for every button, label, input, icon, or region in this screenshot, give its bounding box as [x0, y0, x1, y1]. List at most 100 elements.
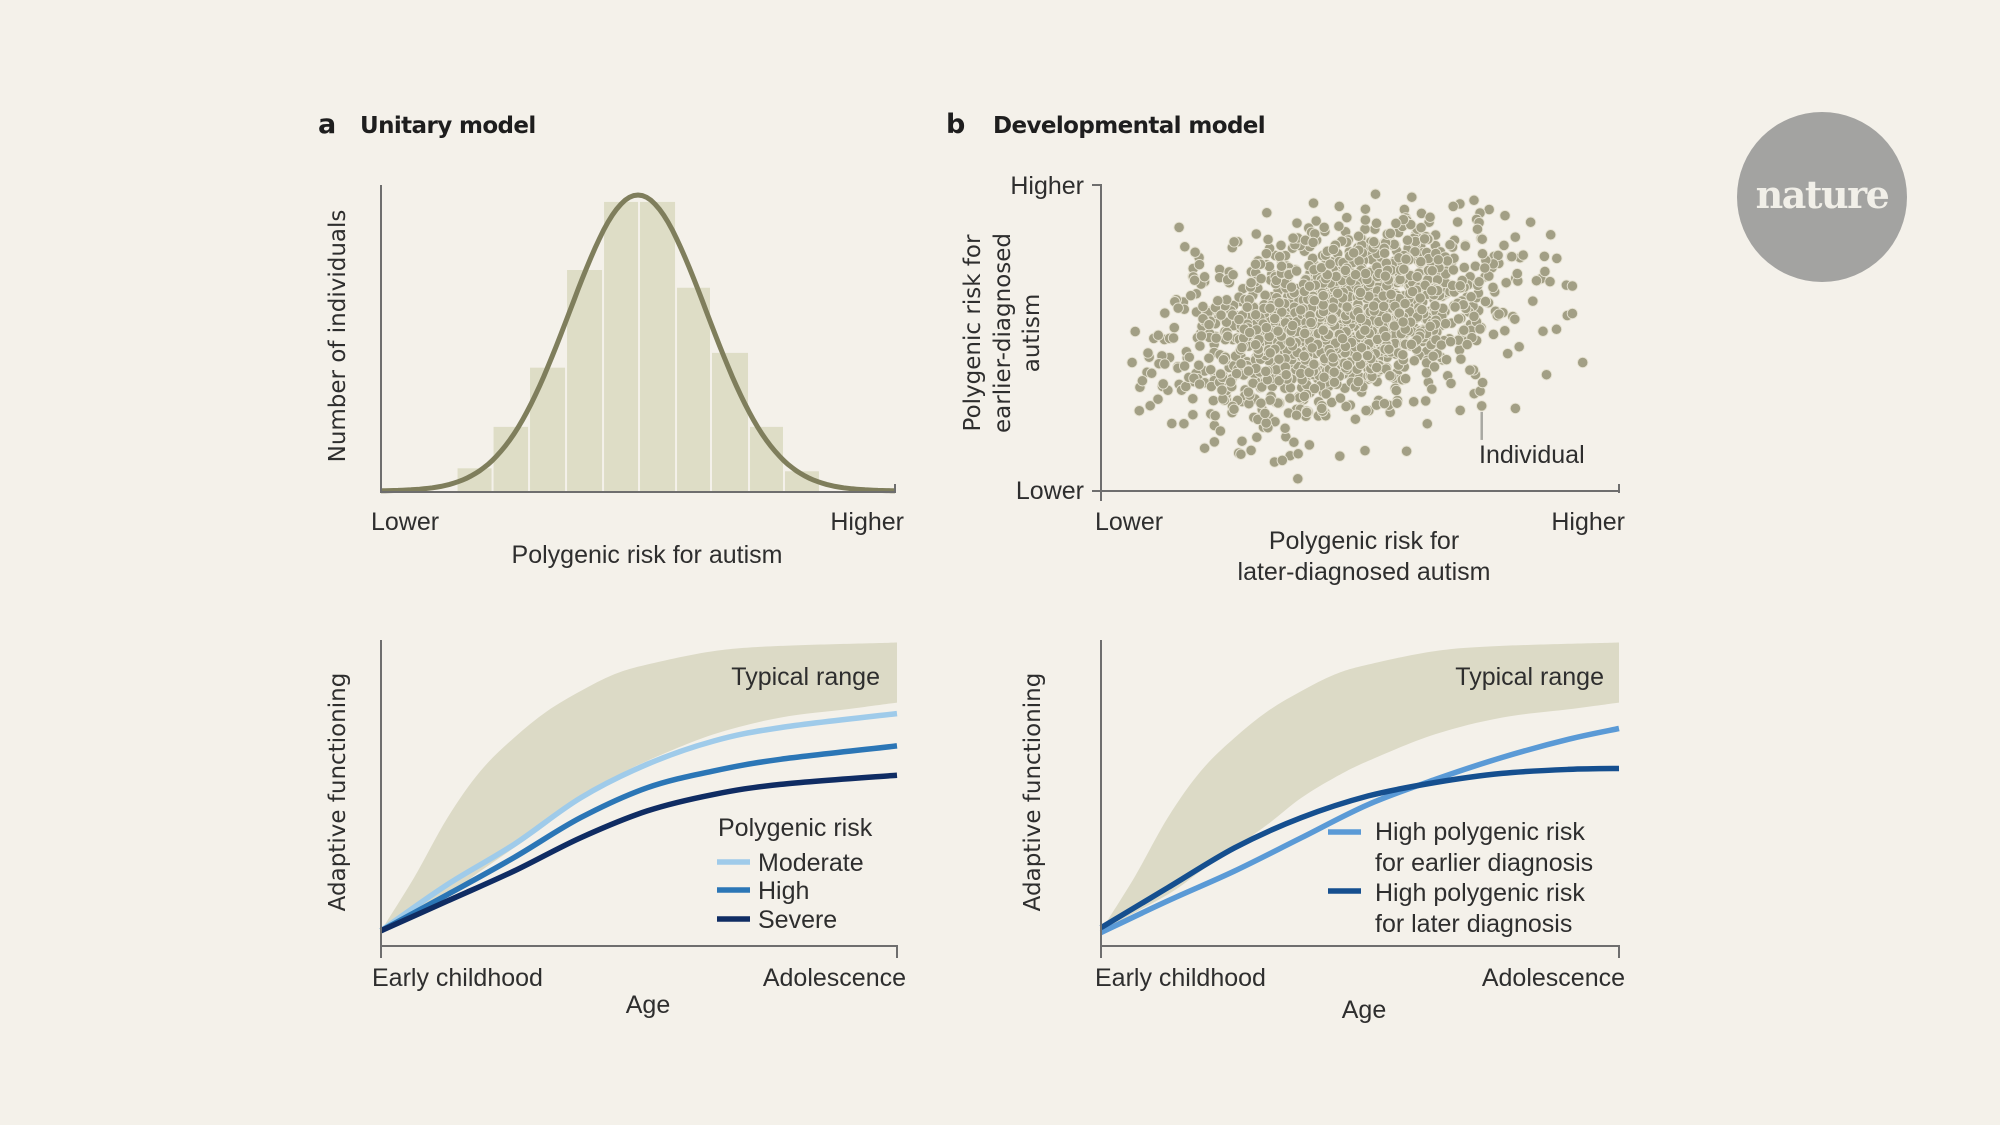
trajectory-b-x-tick-adolescence: Adolescence	[1482, 964, 1625, 992]
scatter-point	[1187, 409, 1199, 421]
scatter-point	[1498, 239, 1510, 252]
scatter-point	[1291, 217, 1303, 229]
scatter-point	[1455, 353, 1467, 365]
scatter-point	[1397, 349, 1409, 361]
scatter-point	[1209, 410, 1221, 422]
series-line-moderate	[379, 710, 898, 934]
scatter-point	[1332, 287, 1344, 299]
panel-a-title: Unitary model	[360, 113, 536, 139]
scatter-point	[1361, 349, 1374, 362]
scatter-point	[1189, 246, 1201, 258]
scatter-point	[1511, 267, 1523, 280]
scatter-point	[1428, 361, 1441, 373]
scatter-point	[1500, 277, 1512, 289]
scatter-point	[1461, 338, 1473, 351]
series-line-high-polygenic-risk-for-later-diagnosis	[1099, 765, 1620, 931]
scatter-y-label-line2: earlier-diagnosed	[990, 233, 1016, 433]
scatter-x-tick-label-lower: Lower	[1095, 508, 1163, 536]
scatter-point	[1371, 361, 1383, 374]
scatter-point	[1378, 247, 1391, 259]
histogram-bar	[604, 201, 639, 493]
scatter-point	[1336, 332, 1349, 345]
scatter-point	[1230, 367, 1243, 380]
scatter-point	[1299, 327, 1311, 340]
trajectory-a-x-tick-adolescence: Adolescence	[763, 964, 906, 992]
scatter-y-tick-label-lower: Lower	[1016, 477, 1084, 505]
scatter-point	[1308, 294, 1320, 307]
scatter-point	[1228, 236, 1240, 248]
trajectory-b-x-label: Age	[1342, 996, 1386, 1024]
scatter-point	[1249, 339, 1262, 351]
scatter-point	[1487, 281, 1499, 294]
scatter-point	[1250, 228, 1262, 240]
scatter-point	[1273, 353, 1285, 365]
scatter-point	[1440, 353, 1453, 366]
legend-label: for later diagnosis	[1375, 910, 1572, 938]
scatter-point	[1348, 247, 1360, 259]
scatter-point	[1284, 392, 1296, 404]
panel-a-letter: a	[318, 109, 336, 140]
scatter-point	[1566, 307, 1579, 320]
scatter-point	[1273, 297, 1285, 309]
scatter-point	[1426, 285, 1438, 297]
scatter-point	[1538, 250, 1551, 263]
scatter-point	[1424, 320, 1436, 333]
scatter-point	[1159, 307, 1171, 319]
scatter-point	[1464, 364, 1476, 376]
scatter-point	[1298, 350, 1310, 362]
legend-label: for earlier diagnosis	[1375, 849, 1593, 877]
scatter-point	[1242, 386, 1255, 398]
scatter-point	[1566, 280, 1579, 292]
scatter-point	[1471, 223, 1484, 235]
scatter-point	[1236, 435, 1248, 447]
scatter-point	[1539, 265, 1551, 278]
scatter-point	[1359, 324, 1371, 336]
scatter-point	[1370, 217, 1383, 229]
scatter-point	[1203, 352, 1215, 364]
histogram-bar	[457, 468, 492, 492]
series-line-high	[379, 743, 898, 934]
scatter-point	[1414, 292, 1426, 304]
scatter-point	[1352, 375, 1364, 388]
scatter-point	[1233, 313, 1245, 326]
scatter-point	[1408, 396, 1420, 408]
scatter-point	[1502, 347, 1514, 360]
scatter-point	[1359, 444, 1371, 457]
scatter-point	[1241, 301, 1253, 313]
scatter-point	[1333, 220, 1345, 232]
scatter-point	[1168, 321, 1180, 334]
scatter-point	[1333, 200, 1345, 213]
scatter-point	[1292, 448, 1304, 460]
scatter-point	[1303, 439, 1316, 451]
scatter-point	[1307, 236, 1319, 249]
scatter-point	[1468, 310, 1480, 323]
trajectory-lines	[379, 710, 898, 934]
scatter-point	[1411, 271, 1423, 283]
scatter-point	[1359, 203, 1372, 215]
scatter-point	[1454, 280, 1466, 292]
scatter-point	[1264, 302, 1276, 314]
scatter-point	[1499, 209, 1511, 222]
scatter-point	[1383, 343, 1395, 355]
scatter-point	[1298, 390, 1311, 403]
scatter-point	[1188, 274, 1201, 286]
unitary-trajectory-chart: Typical range Polygenic risk ModerateHig…	[325, 640, 906, 1019]
scatter-point	[1384, 227, 1396, 240]
scatter-point	[1441, 255, 1454, 267]
scatter-point	[1400, 253, 1412, 265]
scatter-point	[1264, 347, 1276, 359]
histogram-x-label: Polygenic risk for autism	[512, 541, 783, 569]
scatter-point	[1228, 403, 1240, 415]
scatter-point	[1316, 402, 1328, 415]
legend-label: High polygenic risk	[1375, 818, 1585, 846]
scatter-point	[1301, 406, 1313, 419]
scatter-point	[1487, 328, 1500, 341]
typical-range-label-b: Typical range	[1455, 663, 1604, 691]
scatter-point	[1577, 356, 1589, 369]
scatter-point	[1244, 326, 1256, 339]
scatter-point	[1317, 290, 1329, 302]
scatter-point	[1509, 313, 1521, 325]
scatter-point	[1310, 215, 1322, 227]
scatter-point	[1468, 194, 1480, 206]
scatter-point	[1285, 281, 1298, 293]
